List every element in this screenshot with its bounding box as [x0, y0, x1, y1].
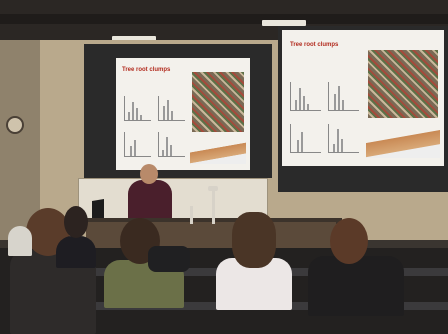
projection-screen-right: Tree root clumps — [282, 30, 444, 166]
slide-title: Tree root clumps — [122, 67, 170, 73]
slide-cross-section — [190, 138, 246, 164]
desk-lamp — [212, 190, 215, 224]
slide-histogram — [290, 124, 321, 153]
slide-histogram — [158, 132, 185, 157]
slide-histogram — [124, 96, 151, 121]
slide-histogram — [158, 96, 185, 121]
slide-histogram — [124, 132, 151, 157]
slide-histogram — [328, 82, 359, 111]
microphone-stand — [190, 206, 193, 224]
whiteboard — [78, 178, 268, 220]
slide-title: Tree root clumps — [290, 42, 338, 48]
slide-histogram — [328, 124, 359, 153]
slide-histogram — [290, 82, 321, 111]
desk-lamp-head — [208, 186, 218, 191]
slide-aerial-photo — [192, 72, 244, 132]
side-wall — [0, 40, 40, 240]
slide-cross-section — [366, 124, 440, 158]
presenter-head — [140, 164, 158, 184]
ceiling-beam — [0, 14, 448, 24]
slide-aerial-photo — [368, 50, 438, 118]
projection-screen-left: Tree root clumps — [116, 58, 250, 170]
wall-clock — [6, 116, 24, 134]
